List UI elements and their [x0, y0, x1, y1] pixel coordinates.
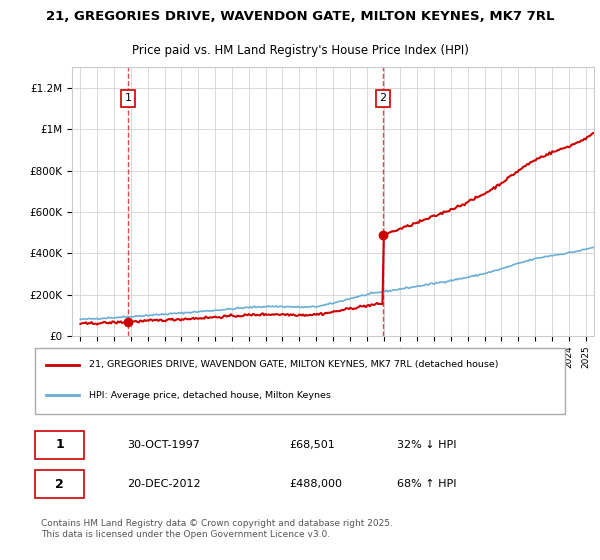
Text: 21, GREGORIES DRIVE, WAVENDON GATE, MILTON KEYNES, MK7 7RL (detached house): 21, GREGORIES DRIVE, WAVENDON GATE, MILT… [89, 360, 499, 369]
Text: 20-DEC-2012: 20-DEC-2012 [127, 479, 201, 489]
Text: £68,501: £68,501 [289, 440, 335, 450]
FancyBboxPatch shape [35, 431, 84, 459]
Text: Contains HM Land Registry data © Crown copyright and database right 2025.
This d: Contains HM Land Registry data © Crown c… [41, 519, 392, 539]
Text: Price paid vs. HM Land Registry's House Price Index (HPI): Price paid vs. HM Land Registry's House … [131, 44, 469, 57]
Text: 30-OCT-1997: 30-OCT-1997 [127, 440, 200, 450]
Text: 21, GREGORIES DRIVE, WAVENDON GATE, MILTON KEYNES, MK7 7RL: 21, GREGORIES DRIVE, WAVENDON GATE, MILT… [46, 10, 554, 24]
Text: 2: 2 [55, 478, 64, 491]
Text: 1: 1 [125, 93, 131, 103]
FancyBboxPatch shape [35, 348, 565, 413]
Text: 1: 1 [55, 438, 64, 451]
Text: HPI: Average price, detached house, Milton Keynes: HPI: Average price, detached house, Milt… [89, 391, 331, 400]
FancyBboxPatch shape [35, 470, 84, 498]
Text: 2: 2 [379, 93, 386, 103]
Text: £488,000: £488,000 [289, 479, 342, 489]
Text: 68% ↑ HPI: 68% ↑ HPI [397, 479, 457, 489]
Text: 32% ↓ HPI: 32% ↓ HPI [397, 440, 457, 450]
